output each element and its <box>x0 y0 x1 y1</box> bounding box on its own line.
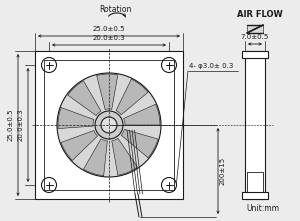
Bar <box>242 192 268 199</box>
Wedge shape <box>116 79 148 115</box>
Text: AIR FLOW: AIR FLOW <box>237 10 283 19</box>
Text: 200±15: 200±15 <box>220 157 226 185</box>
Wedge shape <box>97 74 118 109</box>
Bar <box>35 51 183 199</box>
Bar <box>247 172 263 192</box>
Text: 20.0±0.3: 20.0±0.3 <box>18 109 24 141</box>
Bar <box>245 51 265 199</box>
Wedge shape <box>61 130 98 160</box>
Text: 20.0±0.3: 20.0±0.3 <box>93 35 125 41</box>
Circle shape <box>101 117 117 133</box>
Wedge shape <box>58 108 94 129</box>
Text: 7.0±0.5: 7.0±0.5 <box>241 34 269 40</box>
Polygon shape <box>247 25 263 33</box>
Circle shape <box>41 177 56 192</box>
Text: Unit:mm: Unit:mm <box>247 204 280 213</box>
Wedge shape <box>83 139 107 176</box>
Bar <box>242 51 268 58</box>
Circle shape <box>161 177 176 192</box>
Circle shape <box>161 57 176 72</box>
Circle shape <box>57 73 161 177</box>
Bar <box>44 60 174 190</box>
Wedge shape <box>112 138 137 175</box>
Wedge shape <box>68 81 101 116</box>
Text: 4- φ3.0± 0.3: 4- φ3.0± 0.3 <box>189 63 233 69</box>
Circle shape <box>95 111 123 139</box>
Wedge shape <box>121 130 158 158</box>
Text: Rotation: Rotation <box>99 5 131 14</box>
Circle shape <box>41 57 56 72</box>
Wedge shape <box>124 104 160 125</box>
Text: 25.0±0.5: 25.0±0.5 <box>93 26 125 32</box>
Text: 25.0±0.5: 25.0±0.5 <box>8 109 14 141</box>
